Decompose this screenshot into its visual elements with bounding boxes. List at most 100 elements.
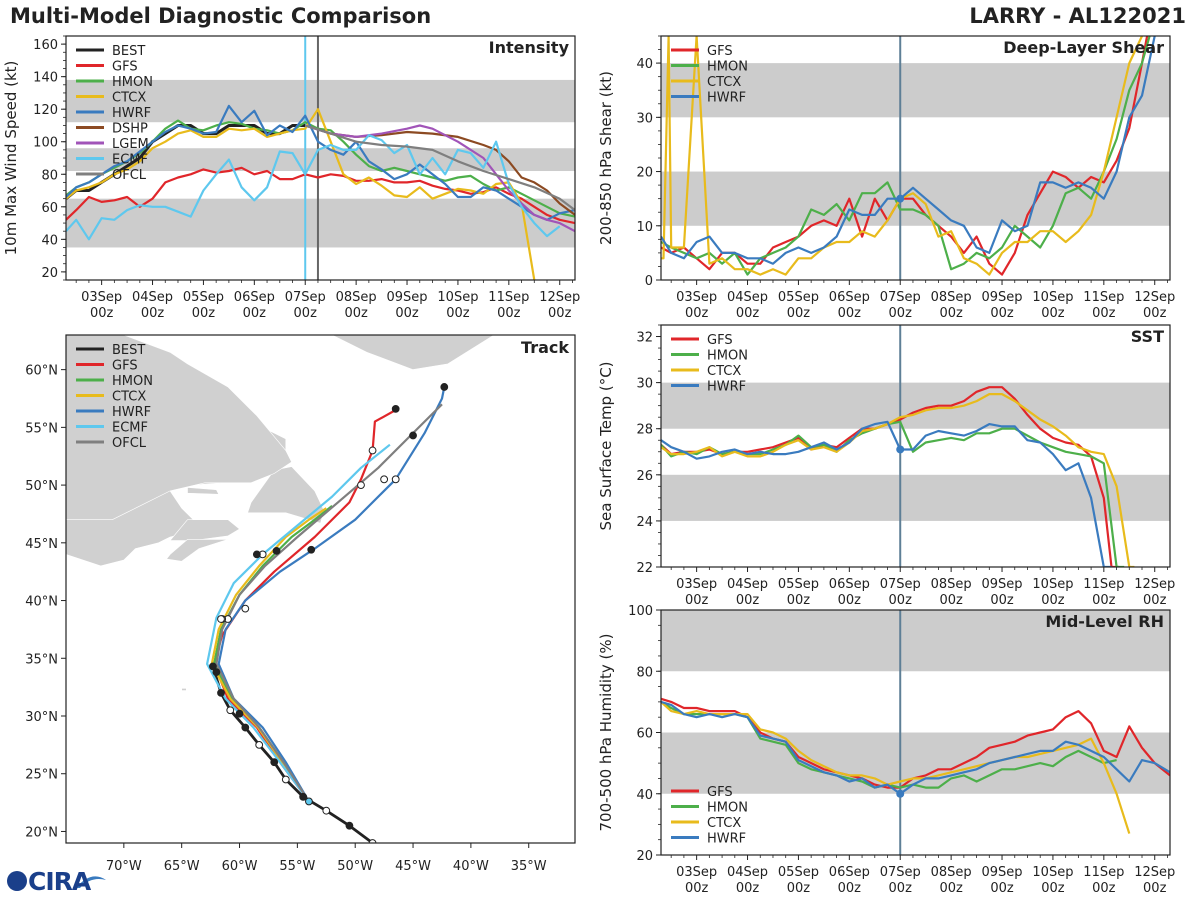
lat-tick-label: 35°N: [25, 652, 58, 667]
x-tick-label-date: 05Sep: [778, 577, 819, 592]
lat-tick-label: 45°N: [25, 537, 58, 552]
y-tick-label: 22: [636, 561, 653, 576]
series-group: [661, 697, 1170, 834]
legend-label-ctcx: CTCX: [707, 75, 741, 90]
track-point: [270, 758, 279, 767]
land-mass: [247, 466, 325, 524]
x-tick-label-date: 11Sep: [1083, 577, 1124, 592]
series-line-ctcx: [66, 108, 536, 280]
panel-sst: 22242628303203Sep00z04Sep00z05Sep00z06Se…: [597, 324, 1175, 608]
x-tick-label-hour: 00z: [838, 593, 862, 608]
series-group: [661, 386, 1135, 567]
y-tick-label: 32: [636, 331, 653, 346]
lat-tick-label: 30°N: [25, 710, 58, 725]
track-point: [252, 550, 261, 559]
track-point: [357, 481, 365, 489]
init-marker: [896, 789, 905, 798]
y-tick-label: 40: [636, 788, 653, 803]
x-tick-label-hour: 00z: [889, 593, 913, 608]
legend-label-hmon: HMON: [707, 349, 748, 364]
x-tick-label-hour: 00z: [344, 306, 368, 321]
lat-tick-label: 40°N: [25, 595, 58, 610]
x-tick-label-date: 05Sep: [778, 865, 819, 880]
x-tick-label-hour: 00z: [685, 593, 709, 608]
track-point: [409, 431, 417, 440]
panel-title: Track: [521, 338, 569, 357]
x-tick-label-hour: 00z: [1143, 306, 1167, 321]
track-point: [345, 821, 354, 830]
x-tick-label-date: 04Sep: [132, 290, 173, 305]
land-mass: [331, 335, 495, 370]
lat-tick-label: 20°N: [25, 825, 58, 840]
shading-band: [661, 610, 1170, 672]
y-axis-label: 200-850 hPa Shear (kt): [597, 71, 615, 245]
x-tick-label-hour: 00z: [294, 306, 318, 321]
legend-label-hmon: HMON: [112, 374, 153, 389]
x-tick-label-hour: 00z: [685, 306, 709, 321]
x-tick-label-date: 08Sep: [931, 865, 972, 880]
shading-band: [66, 148, 575, 172]
y-tick-label: 30: [636, 111, 653, 126]
series-line-ofcl: [304, 124, 575, 211]
y-tick-label: 60: [636, 727, 653, 742]
y-tick-label: 0: [645, 274, 653, 289]
legend-label-hmon: HMON: [707, 801, 748, 816]
track-line-best: [211, 665, 374, 843]
y-tick-label: 40: [636, 57, 653, 72]
plot-frame: [65, 334, 576, 844]
legend-label-hwrf: HWRF: [707, 380, 746, 395]
lon-tick-label: 60°W: [222, 859, 258, 874]
y-tick-label: 120: [33, 103, 58, 118]
land-mass: [166, 539, 229, 562]
panel-shear: 01020304003Sep00z04Sep00z05Sep00z06Sep00…: [597, 35, 1175, 321]
x-tick-label-date: 07Sep: [880, 577, 921, 592]
x-tick-label-hour: 00z: [787, 881, 811, 896]
x-tick-label-date: 12Sep: [1134, 865, 1175, 880]
series-line-ecmf: [66, 134, 561, 241]
lon-tick-label: 65°W: [164, 859, 200, 874]
y-axis-label: 10m Max Wind Speed (kt): [2, 61, 20, 256]
track-point: [299, 792, 308, 801]
x-tick-label-hour: 00z: [1143, 593, 1167, 608]
y-tick-label: 40: [41, 233, 58, 248]
panel-title: Intensity: [489, 38, 570, 57]
legend-label-dshp: DSHP: [112, 122, 148, 137]
lon-tick-label: 70°W: [106, 859, 142, 874]
x-tick-label-date: 12Sep: [539, 290, 580, 305]
x-tick-label-date: 12Sep: [1134, 290, 1175, 305]
legend-label-ctcx: CTCX: [112, 91, 146, 106]
legend-label-ctcx: CTCX: [707, 816, 741, 831]
legend-label-hwrf: HWRF: [112, 106, 151, 121]
y-tick-label: 140: [33, 71, 58, 86]
x-tick-label-hour: 00z: [395, 306, 419, 321]
x-tick-label-hour: 00z: [1092, 881, 1116, 896]
x-tick-label-hour: 00z: [736, 881, 760, 896]
track-point: [255, 740, 264, 749]
x-tick-label-hour: 00z: [736, 306, 760, 321]
x-tick-label-hour: 00z: [685, 881, 709, 896]
legend-label-hwrf: HWRF: [707, 832, 746, 847]
track-point: [440, 383, 449, 391]
storm-id-title: LARRY - AL122021: [969, 4, 1186, 28]
x-tick-label-date: 03Sep: [676, 865, 717, 880]
x-tick-label-date: 11Sep: [1083, 865, 1124, 880]
x-tick-label-date: 06Sep: [829, 577, 870, 592]
panel-track: 20°N 25°N 30°N 35°N 40°N 45°N 50°N 55°N 60°N 70°W…: [25, 334, 576, 874]
x-tick-label-date: 05Sep: [778, 290, 819, 305]
y-tick-label: 20: [41, 266, 58, 281]
y-axis-label: 700-500 hPa Humidity (%): [597, 633, 615, 831]
track-point: [307, 545, 316, 554]
figure-title: Multi-Model Diagnostic Comparison: [10, 4, 432, 28]
track-point: [281, 775, 290, 784]
track-line-ofcl: [215, 403, 443, 802]
series-group: [66, 104, 575, 280]
x-tick-label-hour: 00z: [990, 306, 1014, 321]
x-tick-label-hour: 00z: [1041, 306, 1065, 321]
shading-band: [661, 171, 1170, 226]
legend-label-hmon: HMON: [707, 60, 748, 75]
lon-tick-label: 45°W: [395, 859, 431, 874]
lat-tick-label: 55°N: [25, 421, 58, 436]
panel-title: Deep-Layer Shear: [1003, 38, 1164, 57]
series-group: [661, 36, 1156, 276]
